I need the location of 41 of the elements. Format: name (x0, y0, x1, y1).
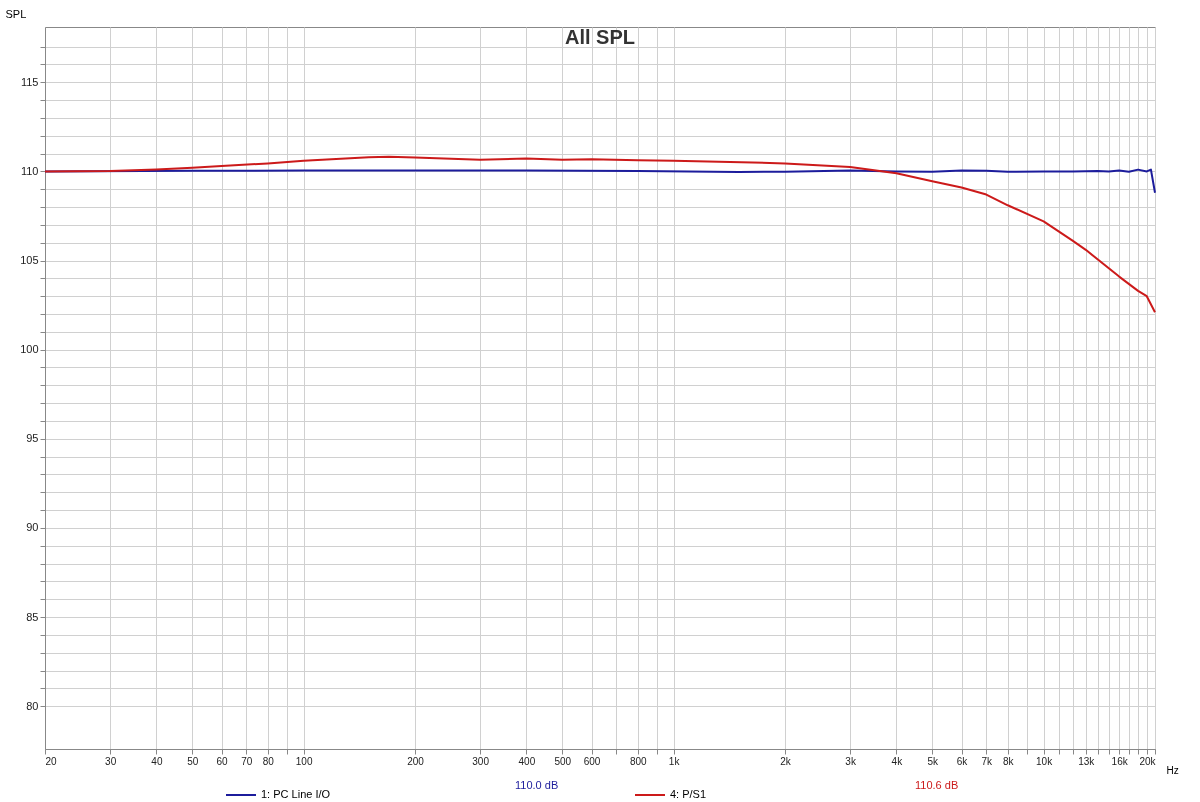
y-tick-label: 115 (20, 75, 39, 88)
x-tick-label: 100 (295, 755, 313, 767)
x-tick-label: 200 (407, 755, 425, 767)
x-tick-label: 500 (554, 755, 572, 767)
y-axis-title: SPL (5, 7, 27, 20)
y-tick-label: 85 (26, 610, 39, 623)
y-tick-label: 80 (26, 699, 39, 712)
x-tick-label: 60 (216, 755, 229, 767)
x-tick-label: 7k (981, 755, 994, 767)
x-tick-label: 1k (668, 755, 681, 767)
y-tick-label: 105 (20, 254, 39, 267)
x-tick-label: 10k (1036, 755, 1054, 767)
x-tick-label: 70 (241, 755, 253, 767)
x-tick-label: 50 (187, 755, 199, 767)
x-tick-label: 40 (151, 755, 163, 767)
x-tick-label: 300 (472, 755, 490, 767)
legend-label: 4: P/S1 (670, 788, 707, 800)
x-tick-label: 20 (45, 755, 58, 767)
text: 110.6 dB (915, 779, 959, 791)
chart-title: All SPL (564, 26, 636, 48)
legend-label: 1: PC Line I/O (261, 788, 331, 800)
x-tick-label: 16k (1111, 755, 1129, 767)
x-tick-label: 400 (518, 755, 536, 767)
y-tick-label: 100 (20, 343, 39, 356)
x-axis-title: Hz (1166, 764, 1179, 776)
x-tick-label: 600 (583, 755, 601, 767)
y-tick-label: 110 (20, 164, 39, 177)
x-tick-label: 3k (845, 755, 857, 767)
y-tick-label: 90 (26, 521, 39, 534)
x-tick-label: 6k (956, 755, 969, 767)
x-tick-label: 2k (780, 755, 792, 767)
x-tick-label: 30 (105, 755, 117, 767)
x-tick-label: 800 (629, 755, 648, 767)
x-tick-label: 80 (262, 755, 275, 767)
x-tick-label: 13k (1078, 755, 1096, 767)
x-tick-label: 4k (891, 755, 904, 767)
x-tick-label: 5k (927, 755, 940, 767)
x-tick-label: 8k (1002, 755, 1015, 767)
y-tick-label: 95 (26, 432, 39, 445)
x-tick-label: 20k (1139, 755, 1157, 767)
text: 110.0 dB (515, 779, 559, 791)
